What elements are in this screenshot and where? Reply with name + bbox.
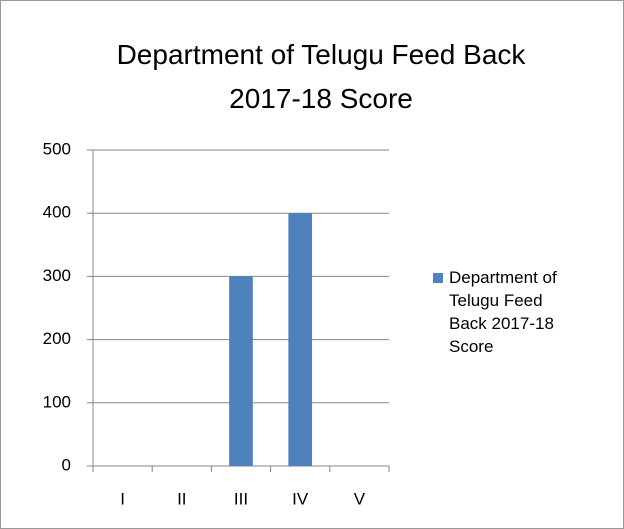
y-tick-label: 200 [43, 329, 71, 348]
x-tick-label: IV [292, 489, 309, 508]
x-tick-label: I [120, 489, 125, 508]
x-tick-label: III [234, 489, 248, 508]
legend: Department of Telugu Feed Back 2017-18 S… [433, 266, 613, 358]
bar [288, 213, 313, 466]
y-tick-label: 100 [43, 392, 71, 411]
bar [229, 276, 253, 466]
y-tick-label: 0 [62, 455, 71, 474]
legend-swatch [433, 273, 443, 283]
y-tick-label: 500 [43, 139, 71, 158]
legend-label: Department of Telugu Feed Back 2017-18 S… [449, 268, 557, 356]
y-tick-label: 300 [43, 266, 71, 285]
chart-title: Department of Telugu Feed Back 2017-18 S… [116, 39, 526, 114]
y-tick-label: 400 [43, 203, 71, 222]
x-tick-label: V [354, 489, 366, 508]
x-tick-label: II [177, 489, 186, 508]
